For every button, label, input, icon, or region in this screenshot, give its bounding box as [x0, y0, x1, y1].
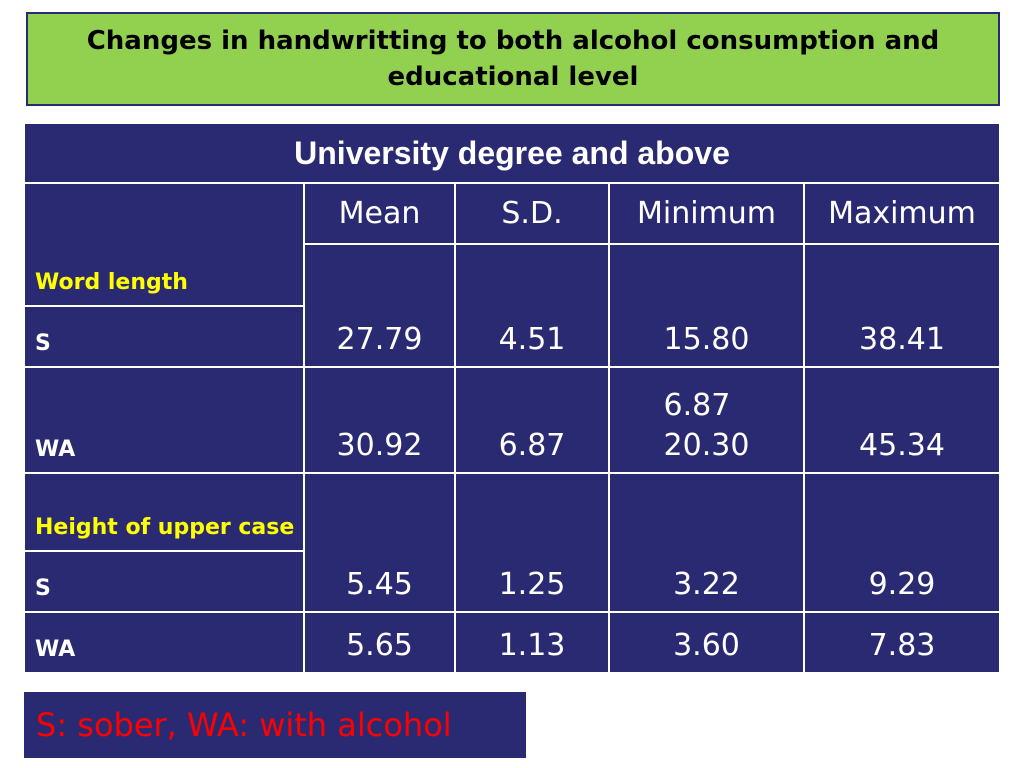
value-cell: 1.13 [455, 612, 609, 673]
value-cell: 1.25 [455, 473, 609, 612]
value-cell: 9.29 [804, 473, 1000, 612]
group-label: Word length [24, 183, 304, 306]
value-cell: 38.41 [804, 244, 1000, 367]
row-label: WA [24, 612, 304, 673]
row-label: WA [24, 367, 304, 473]
column-header: Maximum [804, 183, 1000, 244]
column-header: Minimum [609, 183, 804, 244]
data-table: University degree and above Mean S.D. Mini… [24, 123, 1000, 673]
column-header: S.D. [455, 183, 609, 244]
table-header: University degree and above [24, 123, 1000, 183]
value-cell: 4.51 [455, 244, 609, 367]
value-line: 6.87 [663, 388, 731, 423]
value-cell: 45.34 [804, 367, 1000, 473]
value-cell: 15.80 [609, 244, 804, 367]
value-cell: 27.79 [304, 244, 455, 367]
value-cell: 6.87 [455, 367, 609, 473]
value-cell: 3.22 [609, 473, 804, 612]
column-header: Mean [304, 183, 455, 244]
value-line: 20.30 [663, 428, 750, 463]
value-cell: 6.87 20.30 [609, 367, 804, 473]
slide-title: Changes in handwritting to both alcohol … [26, 12, 1000, 106]
footnote: S: sober, WA: with alcohol [24, 692, 526, 758]
value-cell: 3.60 [609, 612, 804, 673]
value-cell: 5.45 [304, 473, 455, 612]
group-label: Height of upper case [24, 473, 304, 551]
value-stack: 6.87 20.30 [664, 386, 750, 466]
value-cell: 7.83 [804, 612, 1000, 673]
value-cell: 5.65 [304, 612, 455, 673]
row-label: S [24, 306, 304, 367]
value-cell: 30.92 [304, 367, 455, 473]
row-label: S [24, 551, 304, 612]
